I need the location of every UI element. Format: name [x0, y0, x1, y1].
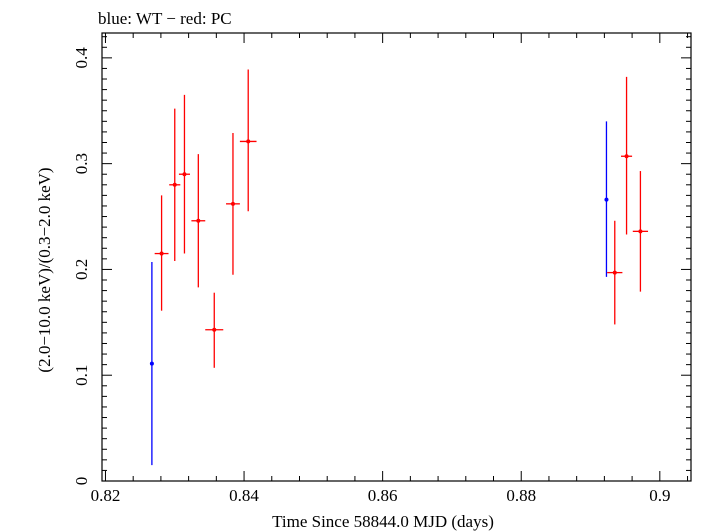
pc-data-point — [212, 327, 217, 332]
pc-data-point — [612, 270, 617, 275]
x-tick-label: 0.82 — [91, 486, 121, 505]
x-tick-label: 0.9 — [649, 486, 670, 505]
y-tick-label: 0.2 — [72, 259, 91, 280]
chart-title: blue: WT − red: PC — [98, 9, 232, 28]
y-tick-label: 0.3 — [72, 153, 91, 174]
pc-data-point — [624, 154, 629, 159]
y-tick-label: 0.4 — [72, 47, 91, 69]
axis-ticks: 0.82 0.84 0.86 0.88 0.9 0 0.1 0.2 0.3 0.4 — [72, 33, 691, 505]
pc-data-point — [182, 172, 187, 177]
x-tick-label: 0.88 — [506, 486, 536, 505]
wt-data-point — [604, 197, 609, 202]
x-axis-label: Time Since 58844.0 MJD (days) — [272, 512, 494, 531]
wt-data-point — [149, 361, 154, 366]
y-axis-label: (2.0−10.0 keV)/(0.3−2.0 keV) — [35, 167, 54, 372]
y-tick-label: 0.1 — [72, 365, 91, 386]
x-tick-label: 0.84 — [229, 486, 259, 505]
pc-data-point — [172, 182, 177, 187]
data-marks — [149, 69, 649, 466]
pc-data-point — [246, 139, 251, 144]
pc-data-point — [196, 218, 201, 223]
pc-data-point — [230, 201, 235, 206]
pc-data-point — [159, 251, 164, 256]
x-tick-label: 0.86 — [368, 486, 398, 505]
pc-data-point — [638, 229, 643, 234]
plot-frame — [101, 32, 692, 482]
y-tick-label: 0 — [72, 477, 91, 486]
